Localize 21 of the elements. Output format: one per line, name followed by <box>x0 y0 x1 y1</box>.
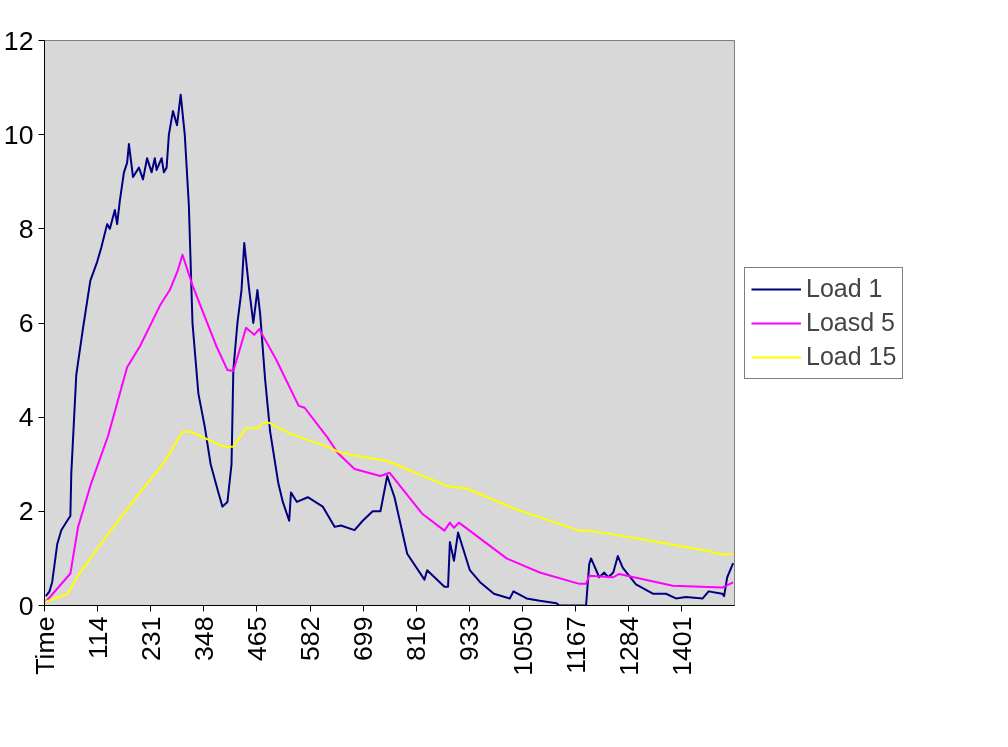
y-tick-label: 8 <box>18 213 34 244</box>
y-tick-label: 2 <box>18 496 34 527</box>
x-tick-label: 1167 <box>560 616 591 674</box>
legend-label: Load 1 <box>806 273 883 304</box>
x-tick-label: 816 <box>401 616 432 661</box>
x-tick-label: 699 <box>348 616 379 661</box>
y-tick-label: 10 <box>3 119 34 150</box>
x-tick-label: 114 <box>82 616 113 659</box>
x-tick-label: 348 <box>188 616 219 661</box>
x-tick-label: 465 <box>241 616 272 661</box>
legend-label: Loasd 5 <box>806 307 895 338</box>
y-tick-label: 12 <box>3 25 34 56</box>
x-tick-label: 231 <box>135 616 166 661</box>
x-tick-label: 1050 <box>507 616 538 676</box>
x-tick-label: 1284 <box>613 616 644 676</box>
x-tick-label: 933 <box>454 616 485 661</box>
x-tick-label: 582 <box>295 616 326 661</box>
legend-label: Load 15 <box>806 341 897 372</box>
x-tick-label: 1401 <box>666 616 697 676</box>
y-tick-label: 6 <box>18 308 34 338</box>
y-tick-label: 4 <box>18 402 34 433</box>
